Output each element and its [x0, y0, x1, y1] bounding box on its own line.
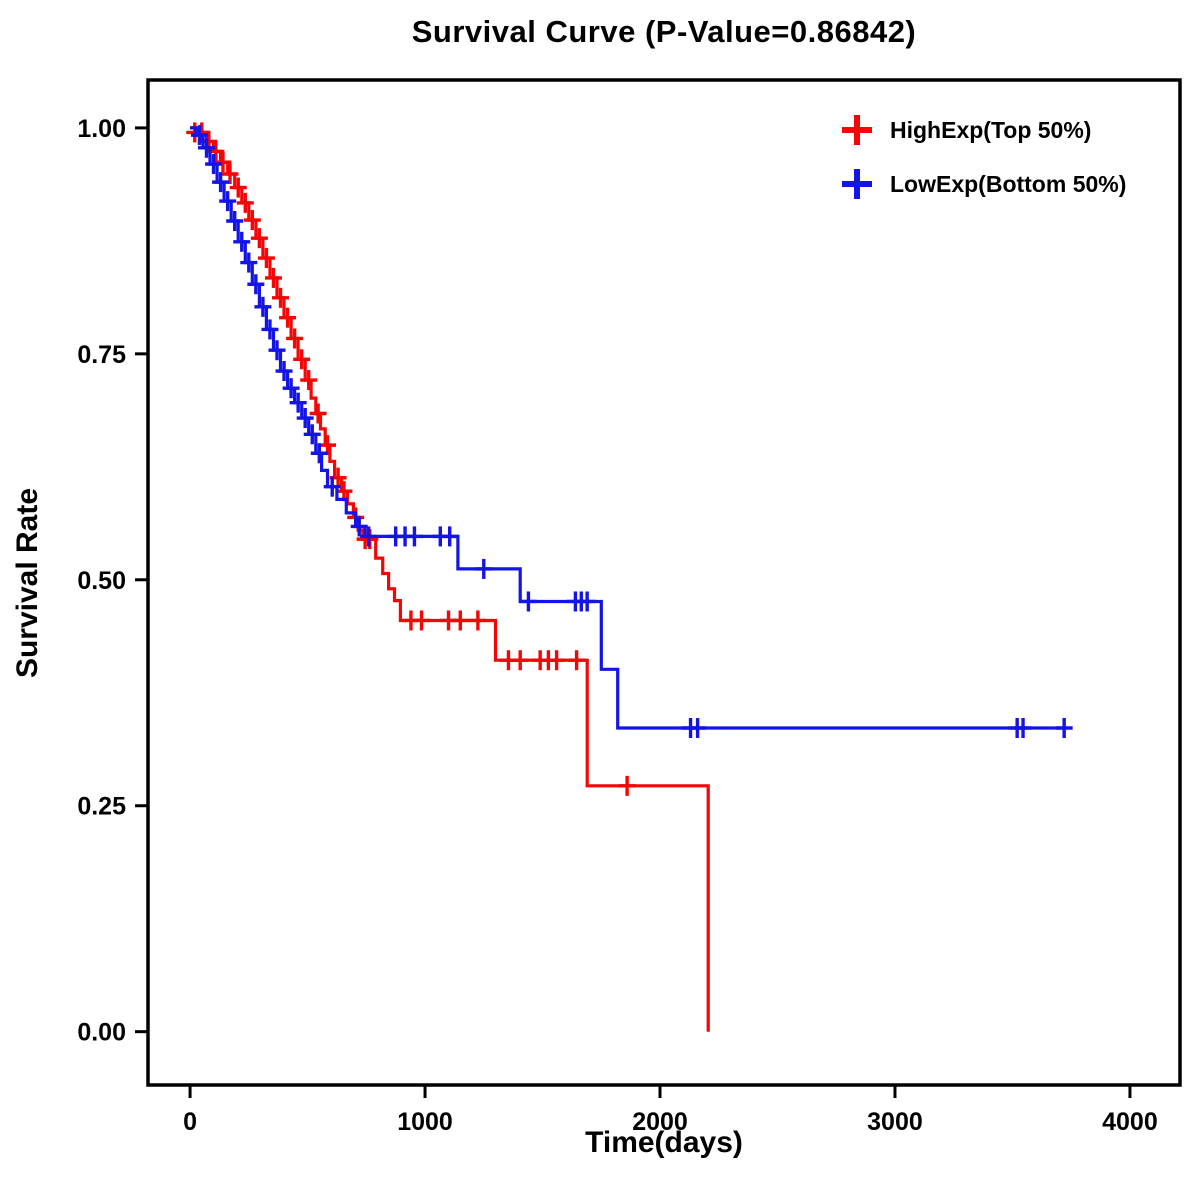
- x-tick-label: 0: [183, 1108, 197, 1136]
- y-tick-label: 1.00: [77, 115, 126, 143]
- chart-title: Survival Curve (P-Value=0.86842): [411, 14, 917, 49]
- y-axis-label: Survival Rate: [11, 487, 44, 679]
- plot-border: [146, 78, 1182, 1087]
- highexp-curve: [190, 126, 710, 1032]
- legend-item-lowexp: LowExp(Bottom 50%): [838, 164, 1126, 204]
- x-tick-label: 3000: [867, 1108, 923, 1136]
- x-tick-label: 2000: [632, 1108, 688, 1136]
- x-tick-label: 4000: [1102, 1108, 1158, 1136]
- x-tick-label: 1000: [397, 1108, 453, 1136]
- x-axis-label: Time(days): [585, 1126, 743, 1159]
- y-tick-label: 0.50: [77, 567, 126, 595]
- y-tick-label: 0.00: [77, 1019, 126, 1047]
- highexp-plus-marker: [842, 115, 872, 145]
- legend-label-highexp: HighExp(Top 50%): [890, 116, 1092, 143]
- lowexp-plus-marker: [842, 169, 872, 199]
- legend-label-lowexp: LowExp(Bottom 50%): [890, 170, 1127, 197]
- legend-item-highexp: HighExp(Top 50%): [838, 110, 1126, 150]
- y-tick-label: 0.75: [77, 341, 126, 369]
- legend: HighExp(Top 50%) LowExp(Bottom 50%): [838, 110, 1126, 204]
- y-tick-label: 0.25: [77, 793, 126, 821]
